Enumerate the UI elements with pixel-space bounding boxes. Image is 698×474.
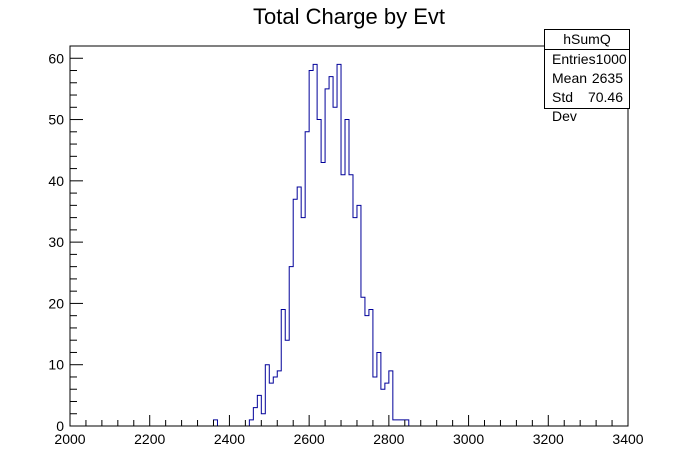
histogram-bin [337, 64, 341, 426]
y-tick-label: 10 [48, 357, 64, 373]
histogram-bin [305, 132, 309, 426]
histogram-bin [401, 420, 405, 426]
y-tick-label: 50 [48, 112, 64, 128]
stats-value: 1000 [595, 51, 627, 67]
histogram-bin [297, 187, 301, 426]
histogram-bin [313, 64, 317, 426]
x-tick-label: 3200 [533, 431, 564, 447]
y-tick-label: 30 [48, 234, 64, 250]
y-tick-label: 20 [48, 295, 64, 311]
stats-box: hSumQ Entries 1000 Mean 2635 Std Dev 70.… [544, 29, 630, 124]
histogram-bin [309, 71, 313, 426]
histogram-bin [361, 297, 365, 426]
histogram-bin [261, 414, 265, 426]
histogram-bin [281, 310, 285, 426]
x-tick-label: 3400 [612, 431, 643, 447]
y-tick-label: 0 [56, 418, 64, 434]
x-tick-label: 3000 [453, 431, 484, 447]
stats-value: 2635 [591, 70, 623, 86]
histogram-bin [353, 218, 357, 426]
histogram-bin [321, 162, 325, 426]
histogram-bin [329, 77, 333, 426]
chart-title: Total Charge by Evt [253, 4, 445, 29]
histogram-bin [365, 316, 369, 426]
stats-label: Mean [552, 70, 588, 86]
stats-name: hSumQ [545, 30, 629, 50]
histogram-bin [249, 420, 253, 426]
histogram-bin [369, 310, 373, 426]
y-tick-label: 60 [48, 50, 64, 66]
histogram-bin [377, 352, 381, 426]
stats-row-stddev: Std Dev 70.46 [545, 88, 629, 124]
histogram-bin [385, 383, 389, 426]
stats-row-mean: Mean 2635 [545, 69, 629, 88]
stats-value: 70.46 [587, 89, 623, 105]
histogram-bin [317, 120, 321, 426]
histogram-bin [381, 389, 385, 426]
y-tick-label: 40 [48, 173, 64, 189]
x-tick-label: 2600 [294, 431, 325, 447]
histogram-bin [333, 107, 337, 426]
histogram-bin [257, 395, 261, 426]
histogram-bin [273, 377, 277, 426]
histogram-bin [373, 377, 377, 426]
histogram-bin [345, 120, 349, 426]
stats-label: Std Dev [552, 89, 577, 124]
histogram-bin [325, 89, 329, 426]
stats-label: Entries [552, 51, 596, 67]
x-tick-label: 2800 [373, 431, 404, 447]
x-tick-label: 2000 [54, 431, 85, 447]
histogram-bin [389, 371, 393, 426]
histogram-bin [301, 218, 305, 426]
histogram-bin [349, 175, 353, 426]
plot-frame [69, 45, 629, 427]
x-tick-label: 2400 [214, 431, 245, 447]
histogram-bin [293, 199, 297, 426]
histogram-bin [393, 420, 397, 426]
histogram-bin [357, 205, 361, 426]
histogram-bin [285, 340, 289, 426]
histogram-bin [289, 267, 293, 426]
histogram-bin [253, 408, 257, 426]
histogram-bin [265, 365, 269, 426]
histogram-bin [277, 371, 281, 426]
histogram-bin [269, 383, 273, 426]
x-tick-label: 2200 [134, 431, 165, 447]
stats-row-entries: Entries 1000 [545, 50, 629, 69]
histogram-bin [213, 420, 217, 426]
histogram-bin [341, 175, 345, 426]
histogram-bin [397, 420, 401, 426]
histogram-series [70, 63, 628, 427]
histogram-bin [405, 420, 409, 426]
